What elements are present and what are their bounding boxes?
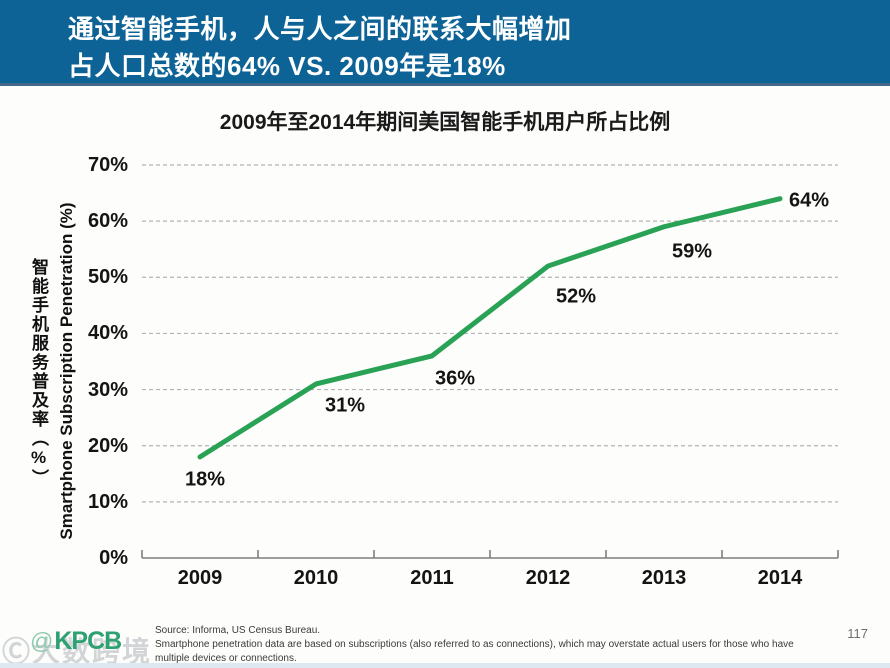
- x-axis-label: 2010: [293, 567, 339, 589]
- data-label: 59%: [671, 240, 713, 263]
- data-label: 64%: [788, 189, 830, 212]
- y-tick-label: 50%: [87, 266, 128, 289]
- source-line-2: Smartphone penetration data are based on…: [155, 639, 794, 664]
- y-tick-label: 70%: [87, 154, 128, 176]
- y-tick-label: 0%: [99, 547, 128, 569]
- page-number: 117: [847, 626, 868, 641]
- x-axis-label: 2013: [641, 567, 687, 589]
- x-axis-label: 2012: [525, 567, 571, 589]
- y-tick-label: 40%: [87, 322, 128, 345]
- y-tick-label: 30%: [87, 378, 128, 401]
- bottom-edge-strip: [0, 663, 890, 668]
- data-label: 31%: [324, 394, 366, 417]
- kpcb-logo-text: KPCB: [54, 627, 122, 655]
- y-tick-label: 20%: [87, 434, 128, 457]
- y-tick-label: 60%: [87, 210, 128, 233]
- x-axis-tick-labels: 2009 2010 2011 2012 2013 2014: [0, 567, 890, 593]
- x-axis-label: 2014: [757, 567, 803, 589]
- header-title-line1: 通过智能手机，人与人之间的联系大幅增加: [68, 14, 572, 44]
- source-line-1: Source: Informa, US Census Bureau.: [155, 625, 321, 636]
- kpcb-logo: @KPCB: [30, 627, 122, 656]
- header-title-line2: 占人口总数的64% VS. 2009年是18%: [68, 51, 506, 81]
- x-axis-label: 2009: [177, 567, 223, 589]
- x-axis-label: 2011: [410, 567, 454, 589]
- header-banner: 通过智能手机，人与人之间的联系大幅增加 占人口总数的64% VS. 2009年是…: [0, 0, 890, 86]
- data-label: 18%: [184, 468, 226, 491]
- source-note: Source: Informa, US Census Bureau. Smart…: [155, 624, 815, 666]
- chart-title: 2009年至2014年期间美国智能手机用户所占比例: [219, 111, 671, 134]
- trend-line: [197, 196, 783, 460]
- y-axis-label-chinese: 智能手机服务普及率（%）: [29, 258, 48, 488]
- logo-swirl-icon: @: [30, 628, 54, 654]
- data-label: 36%: [434, 367, 476, 390]
- y-tick-label: 10%: [87, 490, 128, 513]
- data-label: 52%: [555, 285, 597, 308]
